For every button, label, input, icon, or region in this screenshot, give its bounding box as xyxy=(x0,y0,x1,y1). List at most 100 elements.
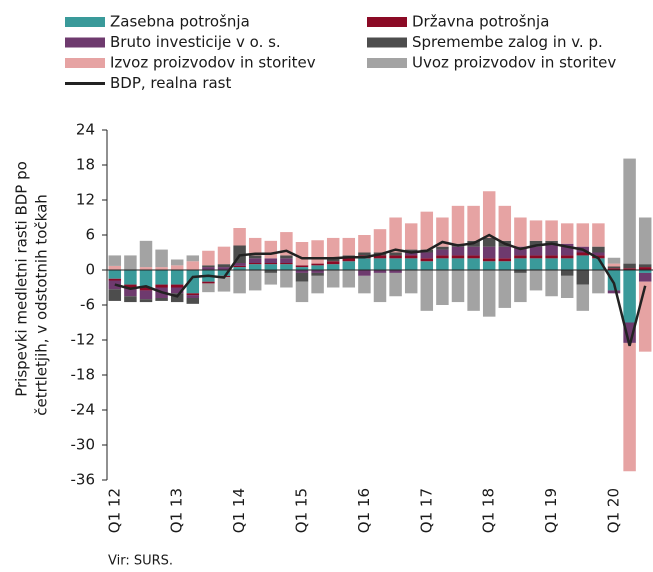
bar xyxy=(389,255,402,259)
bar xyxy=(186,261,200,270)
legend-swatch xyxy=(367,37,407,48)
bar xyxy=(389,272,402,297)
bar xyxy=(592,252,605,256)
bar xyxy=(451,255,465,259)
bar xyxy=(373,255,387,259)
bar xyxy=(638,270,652,273)
bar xyxy=(436,255,449,259)
bar xyxy=(155,284,168,288)
bar xyxy=(404,252,418,256)
bar xyxy=(482,191,496,238)
bar xyxy=(514,258,527,270)
bar xyxy=(373,272,387,303)
bar xyxy=(529,270,543,291)
bar xyxy=(342,261,356,270)
bar xyxy=(155,298,168,301)
bar xyxy=(108,270,122,279)
bar xyxy=(389,270,402,273)
x-tick-label: Q1 16 xyxy=(355,488,373,533)
bar xyxy=(233,267,246,270)
bar xyxy=(545,243,558,256)
bar xyxy=(514,270,527,273)
bar xyxy=(498,205,512,241)
bar xyxy=(498,270,512,308)
bar xyxy=(592,258,605,270)
bar xyxy=(436,249,449,256)
bar xyxy=(498,261,512,270)
bar xyxy=(170,284,184,288)
y-tick-label: -18 xyxy=(71,366,96,384)
bar xyxy=(264,270,278,273)
bar xyxy=(638,264,652,268)
bar xyxy=(420,270,434,311)
y-tick-label: 0 xyxy=(85,261,95,279)
bar xyxy=(326,261,340,265)
legend-label: Izvoz proizvodov in storitev xyxy=(110,54,316,72)
bar xyxy=(389,252,402,256)
bar xyxy=(560,243,574,256)
bar xyxy=(592,270,605,294)
bar xyxy=(451,258,465,270)
bar xyxy=(467,205,480,241)
bar xyxy=(576,252,590,256)
bar xyxy=(295,272,309,282)
bar xyxy=(233,270,246,294)
bar xyxy=(326,270,340,288)
bar xyxy=(295,242,309,266)
bar xyxy=(124,270,137,285)
bar xyxy=(623,263,636,269)
bar xyxy=(436,258,449,270)
bar xyxy=(529,255,543,259)
bar xyxy=(108,265,122,270)
bar xyxy=(139,270,153,288)
bar xyxy=(202,281,215,284)
bar xyxy=(482,246,496,259)
bar xyxy=(311,275,324,294)
bar xyxy=(124,255,137,270)
bar xyxy=(560,270,574,276)
legend-swatch xyxy=(367,17,407,27)
bar xyxy=(139,240,153,268)
bar xyxy=(404,270,418,294)
bar xyxy=(139,299,153,303)
y-tick-label: -36 xyxy=(71,471,96,489)
y-tick-label: 18 xyxy=(76,156,95,174)
bar xyxy=(482,261,496,270)
bar xyxy=(139,267,153,270)
bar xyxy=(248,258,262,263)
legend-label: Zasebna potrošnja xyxy=(110,13,250,31)
bar xyxy=(170,293,184,303)
bar xyxy=(280,264,293,270)
y-tick-label: -6 xyxy=(80,296,95,314)
bar xyxy=(436,217,449,247)
bar xyxy=(576,284,590,311)
bar xyxy=(108,278,122,281)
bar xyxy=(451,270,465,303)
bar xyxy=(280,255,293,259)
line xyxy=(114,233,647,347)
bar xyxy=(607,263,621,267)
bar xyxy=(186,255,200,262)
bar xyxy=(264,264,278,270)
bar xyxy=(638,267,652,270)
bar xyxy=(186,293,200,296)
bar xyxy=(358,258,371,270)
bar xyxy=(326,258,340,262)
bar xyxy=(311,265,324,270)
bar xyxy=(311,263,324,266)
bar xyxy=(155,267,168,270)
y-axis-label: četrtletjih, v odstotnih točkah xyxy=(33,194,51,416)
bar xyxy=(170,270,184,285)
bar xyxy=(264,258,278,263)
bar xyxy=(373,229,387,253)
bar xyxy=(638,272,652,282)
bar xyxy=(342,270,356,288)
bar xyxy=(545,255,558,259)
bar xyxy=(108,289,122,301)
bar xyxy=(498,246,512,259)
bar xyxy=(342,258,356,262)
bar xyxy=(155,249,168,268)
legend-label: BDP, realna rast xyxy=(110,74,231,92)
bar xyxy=(248,237,262,256)
